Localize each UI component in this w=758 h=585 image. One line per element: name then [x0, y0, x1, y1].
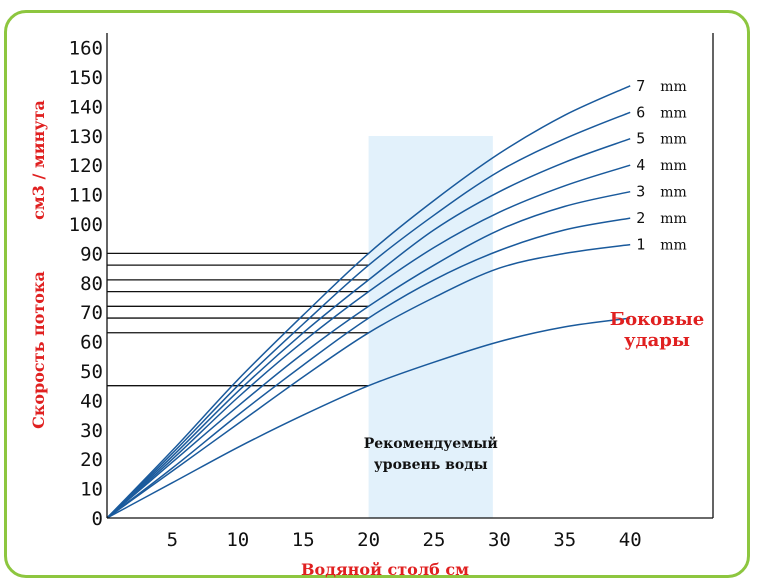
series-label-5-mm-number: 5	[636, 130, 645, 148]
curve-2-mm	[106, 217, 631, 519]
series-label-side-impacts-line2: удары	[624, 330, 690, 351]
curve-3-mm	[106, 190, 631, 519]
y-tick-50: 50	[80, 361, 103, 383]
y-tick-110: 110	[69, 185, 103, 207]
y-tick-40: 40	[80, 390, 103, 412]
y-tick-90: 90	[80, 243, 103, 265]
series-label-2-mm-unit: mm	[660, 211, 687, 227]
series-label-3-mm-number: 3	[636, 183, 645, 201]
series-label-4-mm-unit: mm	[660, 158, 687, 174]
series-label-6-mm-unit: mm	[660, 105, 687, 121]
y-tick-160: 160	[69, 38, 103, 60]
chart-frame	[4, 10, 750, 578]
x-tick-35: 35	[553, 529, 576, 551]
y-tick-labels: 0 10 20 30 40 50 60 70 80 90 100 110 120 130 140 150 160	[69, 38, 103, 530]
y-tick-30: 30	[80, 420, 103, 442]
y-tick-100: 100	[69, 214, 103, 236]
axes	[106, 33, 714, 519]
series-label-7-mm-number: 7	[636, 77, 645, 95]
y-tick-70: 70	[80, 302, 103, 324]
band-label-line2: уровень воды	[374, 457, 488, 473]
y-tick-150: 150	[69, 67, 103, 89]
curve-6-mm	[106, 111, 631, 519]
series-curves	[106, 85, 631, 519]
x-tick-40: 40	[619, 529, 642, 551]
series-label-side-impacts-line1: Боковые	[610, 309, 704, 330]
x-tick-10: 10	[226, 529, 249, 551]
x-tick-20: 20	[357, 529, 380, 551]
series-label-4-mm-number: 4	[636, 156, 645, 174]
curve-1-mm	[106, 243, 631, 519]
y-tick-140: 140	[69, 96, 103, 118]
reference-lines	[107, 252, 369, 387]
curve-7-mm	[106, 85, 631, 519]
recommended-water-level-band	[368, 136, 493, 518]
series-label-1-mm-number: 1	[636, 236, 645, 254]
y-tick-80: 80	[80, 273, 103, 295]
curve-5-mm	[106, 137, 631, 519]
band-label-line1: Рекомендуемый	[364, 435, 498, 452]
y-axis-label-quantity: Скорость потока	[29, 271, 48, 429]
series-label-2-mm-number: 2	[636, 209, 645, 227]
x-tick-25: 25	[423, 529, 446, 551]
y-tick-130: 130	[69, 126, 103, 148]
series-label-3-mm-unit: mm	[660, 185, 687, 201]
y-tick-10: 10	[80, 479, 103, 501]
x-axis-label: Водяной столб см	[301, 560, 469, 579]
y-tick-20: 20	[80, 449, 103, 471]
series-label-7-mm-unit: mm	[660, 79, 687, 95]
y-tick-60: 60	[80, 332, 103, 354]
series-label-5-mm-unit: mm	[660, 132, 687, 148]
series-label-1-mm-unit: mm	[660, 238, 687, 254]
x-tick-15: 15	[292, 529, 315, 551]
x-tick-labels: 5 10 15 20 25 30 35 40	[167, 529, 642, 551]
y-axis-label-unit: см3 / минута	[29, 100, 48, 220]
x-tick-30: 30	[488, 529, 511, 551]
series-label-6-mm-number: 6	[636, 103, 645, 121]
x-tick-5: 5	[167, 529, 178, 551]
y-tick-0: 0	[92, 508, 103, 530]
curve-4-mm	[106, 164, 631, 519]
curve-side-impacts	[106, 317, 631, 519]
y-tick-120: 120	[69, 155, 103, 177]
